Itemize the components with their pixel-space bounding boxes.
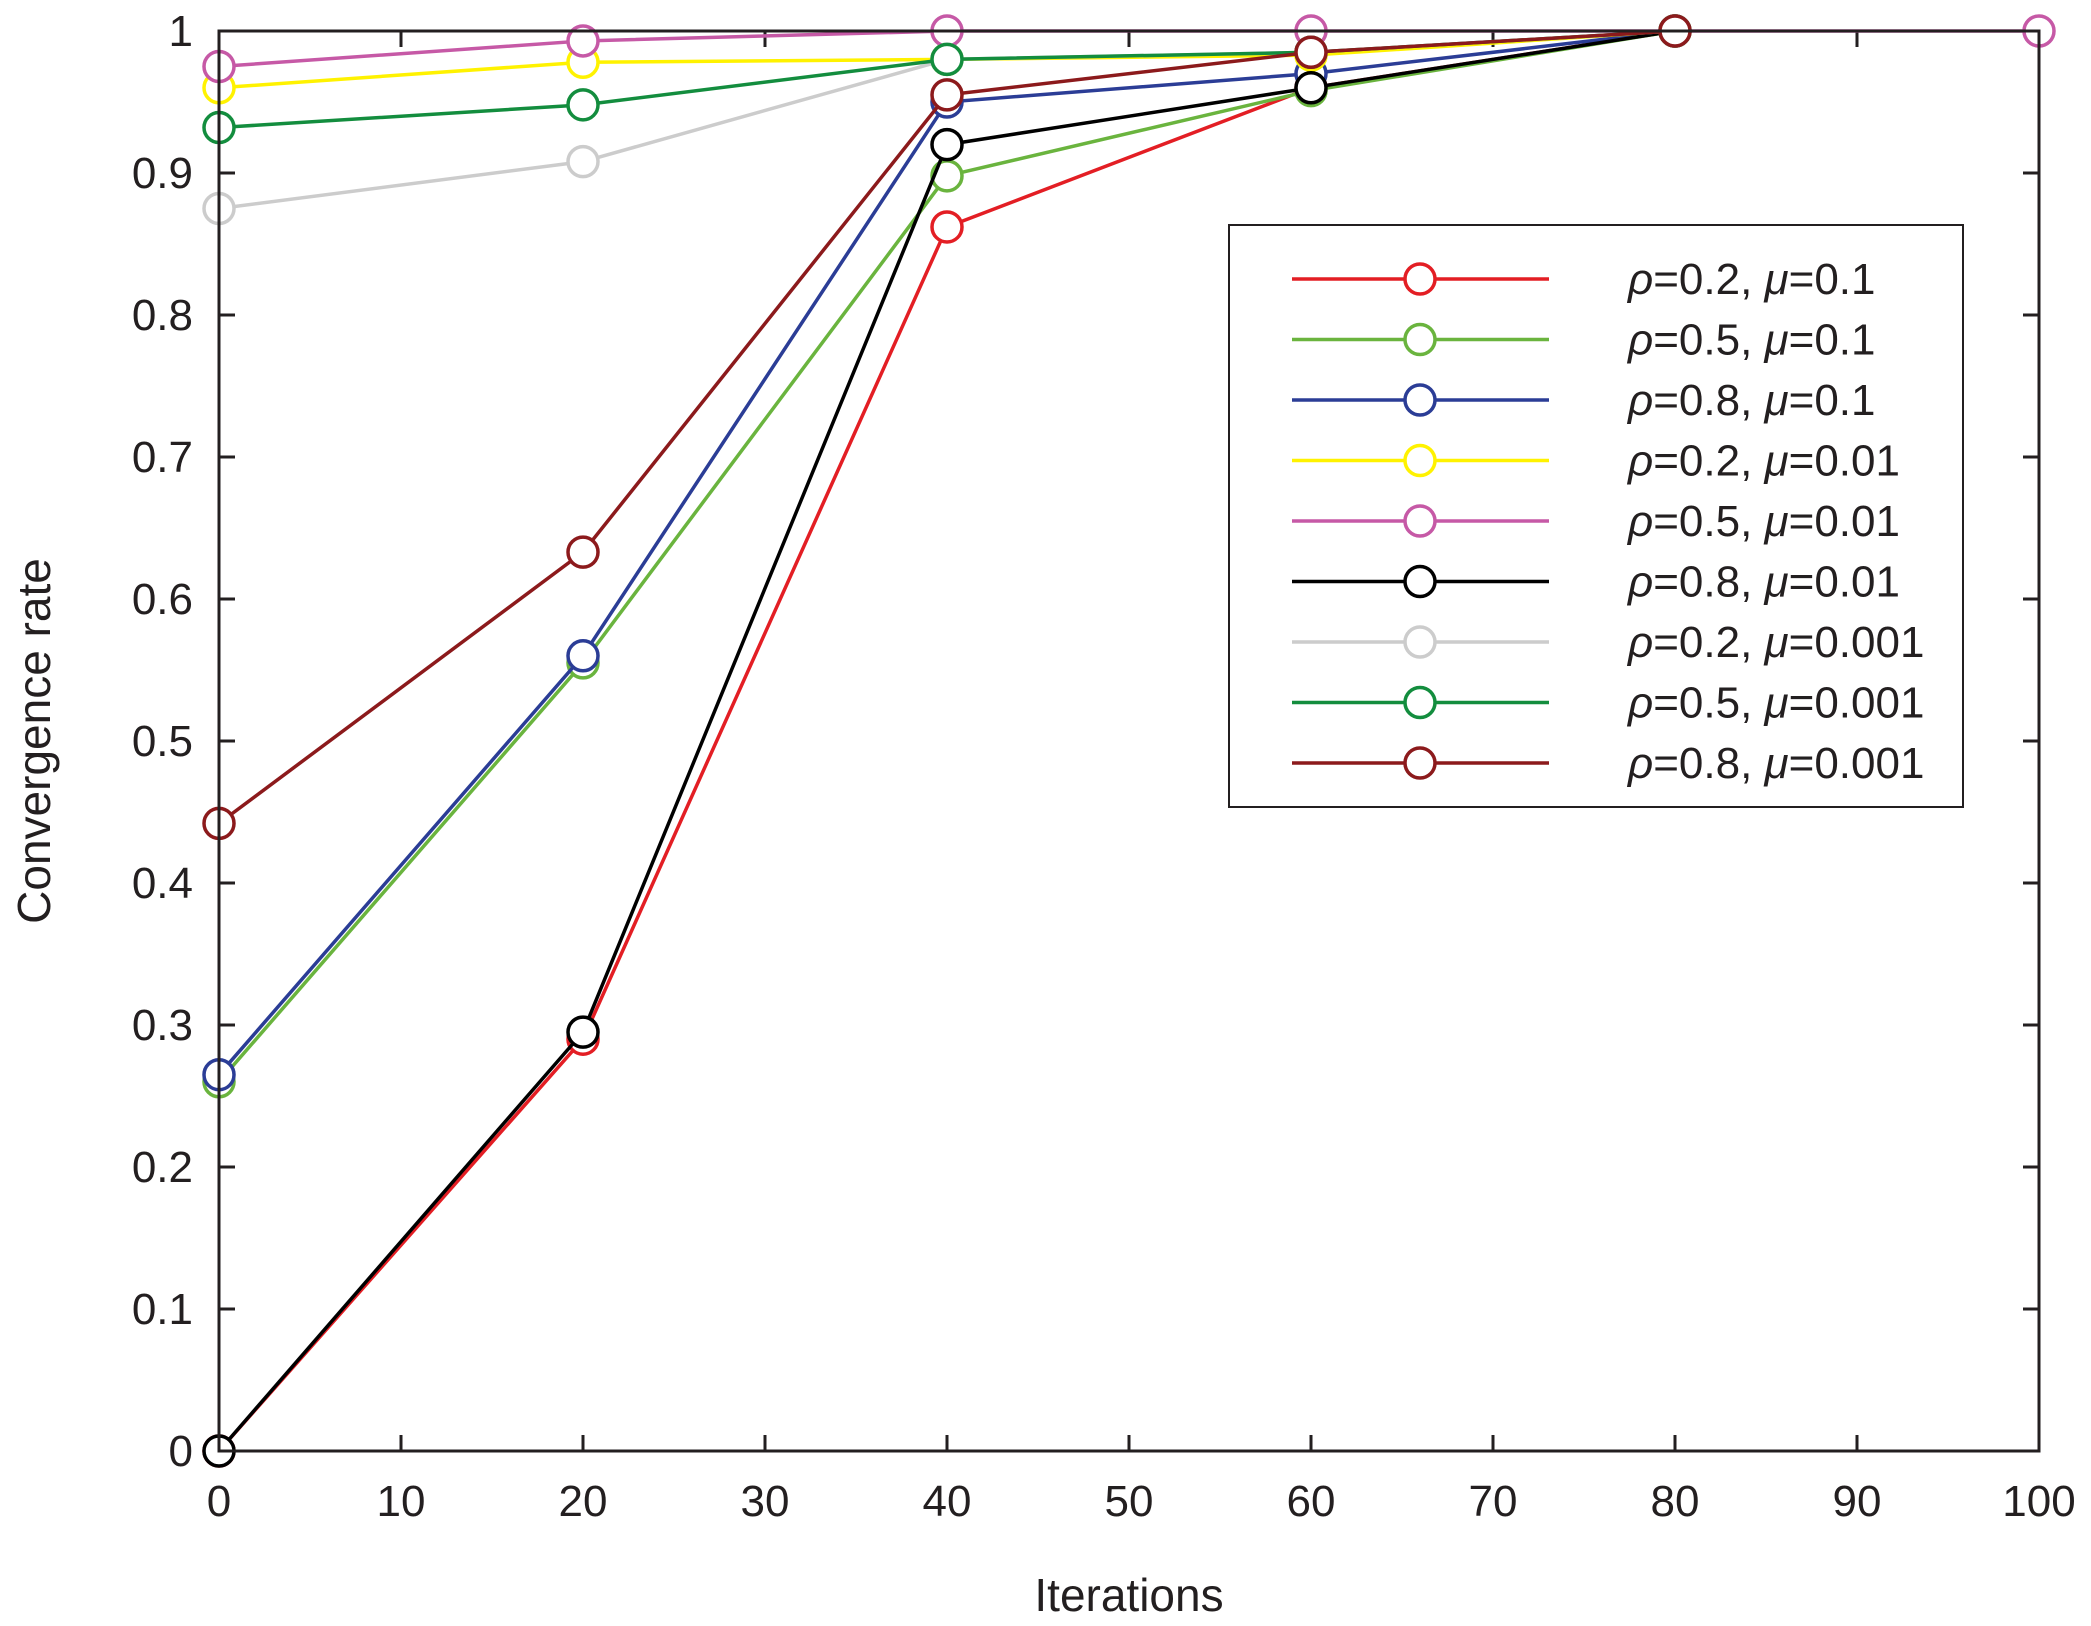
y-tick-label: 1 xyxy=(169,7,193,56)
legend-item: ρ=0.8, μ=0.01 xyxy=(1292,558,1900,607)
y-tick-label: 0.6 xyxy=(132,575,193,624)
legend-marker xyxy=(1403,262,1437,296)
x-tick-label: 60 xyxy=(1287,1477,1336,1526)
data-point xyxy=(566,88,600,122)
legend-label: ρ=0.8, μ=0.1 xyxy=(1626,376,1876,425)
y-tick-label: 0.4 xyxy=(132,859,193,908)
legend: ρ=0.2, μ=0.1 ρ=0.5, μ=0.1 ρ=0.8, μ=0.1 ρ=0.… xyxy=(1228,224,1964,808)
x-tick-label: 80 xyxy=(1651,1477,1700,1526)
legend-marker xyxy=(1403,383,1437,417)
legend-label: ρ=0.5, μ=0.01 xyxy=(1626,497,1900,546)
legend-item: ρ=0.2, μ=0.001 xyxy=(1292,618,1924,667)
legend-item: ρ=0.8, μ=0.001 xyxy=(1292,739,1924,788)
data-point xyxy=(566,144,600,179)
x-tick-label: 90 xyxy=(1833,1477,1882,1526)
legend-label: ρ=0.2, μ=0.001 xyxy=(1626,618,1924,667)
y-tick-label: 0.8 xyxy=(132,291,193,340)
legend-item: ρ=0.5, μ=0.001 xyxy=(1292,679,1924,728)
legend-label: ρ=0.2, μ=0.01 xyxy=(1626,437,1900,486)
legend-marker xyxy=(1403,746,1437,780)
legend-label: ρ=0.5, μ=0.1 xyxy=(1626,316,1876,365)
y-tick-label: 0.1 xyxy=(132,1285,193,1334)
data-point xyxy=(1294,35,1328,70)
plot-frame xyxy=(217,29,2041,1453)
y-tick-label: 0.5 xyxy=(132,717,193,766)
legend-item: ρ=0.2, μ=0.1 xyxy=(1292,255,1876,304)
data-point xyxy=(1294,71,1328,105)
legend-item: ρ=0.8, μ=0.1 xyxy=(1292,376,1876,425)
x-tick-label: 100 xyxy=(2002,1477,2075,1526)
y-tick-label: 0.3 xyxy=(132,1001,193,1050)
legend-marker xyxy=(1403,685,1437,720)
x-axis-label: Iterations xyxy=(1034,1569,1223,1621)
data-point xyxy=(566,24,600,58)
legend-item: ρ=0.5, μ=0.01 xyxy=(1292,497,1900,546)
data-point xyxy=(566,1015,600,1049)
x-tick-label: 30 xyxy=(741,1477,790,1526)
legend-item: ρ=0.5, μ=0.1 xyxy=(1292,316,1876,365)
data-point xyxy=(930,78,964,112)
data-point xyxy=(566,639,600,673)
legend-marker xyxy=(1403,322,1437,357)
data-point xyxy=(930,210,964,244)
data-point xyxy=(566,535,600,569)
ticks-layer: 0 10 20 30 40 50 60 70 80 90 100 0 0.1 0.2 0.3 0.4 0.5 0.… xyxy=(132,7,2076,1526)
legend-box xyxy=(1228,224,1964,808)
y-tick-label: 0.9 xyxy=(132,149,193,198)
data-point xyxy=(930,42,964,77)
legend-item: ρ=0.2, μ=0.01 xyxy=(1292,437,1900,486)
legend-marker xyxy=(1403,564,1437,599)
legend-label: ρ=0.5, μ=0.001 xyxy=(1626,679,1924,728)
x-tick-label: 70 xyxy=(1469,1477,1518,1526)
x-tick-label: 0 xyxy=(207,1477,231,1526)
legend-marker xyxy=(1403,625,1437,659)
x-tick-label: 20 xyxy=(559,1477,608,1526)
y-axis-label: Convergence rate xyxy=(8,558,60,924)
legend-marker xyxy=(1403,443,1437,478)
x-tick-label: 10 xyxy=(377,1477,426,1526)
data-point xyxy=(930,127,964,162)
x-tick-label: 40 xyxy=(923,1477,972,1526)
y-tick-label: 0 xyxy=(169,1427,193,1476)
legend-label: ρ=0.8, μ=0.001 xyxy=(1626,739,1924,788)
legend-marker xyxy=(1403,504,1437,538)
y-tick-label: 0.7 xyxy=(132,433,193,482)
data-point xyxy=(930,159,964,193)
legend-label: ρ=0.8, μ=0.01 xyxy=(1626,558,1900,607)
x-tick-label: 50 xyxy=(1105,1477,1154,1526)
y-tick-label: 0.2 xyxy=(132,1143,193,1192)
legend-label: ρ=0.2, μ=0.1 xyxy=(1626,255,1876,304)
